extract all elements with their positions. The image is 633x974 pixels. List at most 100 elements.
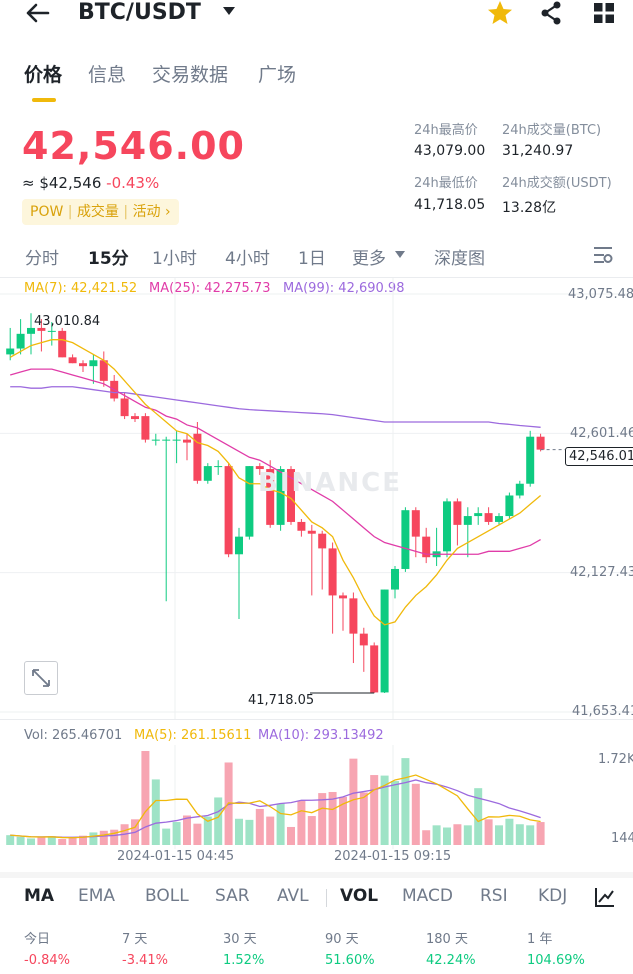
fullscreen-button[interactable] [24,661,58,695]
candle-body [172,439,181,441]
volume-bar [266,816,275,845]
chart-settings-icon[interactable] [592,245,614,265]
stat-low-label: 24h最低价 [414,176,478,191]
indicator-avl[interactable]: AVL [277,886,309,906]
volume-bar [235,818,243,845]
indicator-sar[interactable]: SAR [215,886,250,906]
vol-ma5-legend: MA(5): 261.15611 [134,728,252,743]
perf-180d: 180 天 42.24% [426,932,476,968]
interval-timeline[interactable]: 分时 [25,249,59,269]
approx-usd: ≈ $42,546 [22,174,102,192]
volume-bar [110,829,119,845]
volume-bar [453,824,462,845]
volume-bar [276,803,285,845]
volume-bar [318,793,327,845]
share-icon[interactable] [540,1,562,25]
indicator-rsi[interactable]: RSI [480,886,508,906]
arrow-left-icon[interactable] [24,2,50,24]
volume-bar [328,791,337,845]
ma25-legend: MA(25): 42,275.73 [149,281,271,296]
volume-bar [151,779,160,845]
main-tabs: 价格 信息 交易数据 广场 [0,60,633,110]
volume-bar [463,825,472,845]
star-icon[interactable] [487,0,513,26]
indicator-ema[interactable]: EMA [78,886,116,906]
performance-row: 今日 -0.84% 7 天 -3.41% 30 天 1.52% 90 天 51.… [0,928,633,974]
volume-chart[interactable] [0,745,633,849]
perf-7d: 7 天 -3.41% [122,932,168,968]
tag-volume: 成交量 [76,204,119,220]
candle-body [505,495,514,517]
candle-body [151,439,160,441]
candle-body [276,469,285,525]
volume-bar [515,824,524,845]
volume-axis-label: 144 [611,831,633,846]
indicator-kdj[interactable]: KDJ [538,886,568,906]
vol-ma10-legend: MA(10): 293.13492 [258,728,384,743]
candle-body [131,416,139,420]
volume-bar [99,830,108,845]
interval-more[interactable]: 更多 [352,249,386,269]
candle-body [27,327,35,334]
interval-depth[interactable]: 深度图 [434,249,485,269]
draw-tool-icon[interactable] [594,886,616,908]
candle-body [370,645,379,693]
interval-1d[interactable]: 1日 [298,249,326,269]
price-axis-label: 43,075.48 [568,287,633,302]
candle-body [536,436,545,450]
volume-bar [37,837,46,845]
candle-body [266,469,275,525]
price-axis-label: 41,653.41 [572,704,633,719]
volume-bar [89,832,98,845]
tab-active-indicator [32,98,56,102]
volume-ma10-line [10,779,541,838]
volume-bar [474,788,483,845]
tag-pow: POW [30,204,64,220]
volume-bar [422,830,431,845]
volume-bar [370,775,379,845]
interval-bar: 分时 15分 1小时 4小时 1日 更多 深度图 [0,244,633,270]
stat-volume-btc-value: 31,240.97 [502,143,574,159]
indicator-tabs: MA EMA BOLL SAR AVL VOL MACD RSI KDJ [0,886,633,916]
indicator-boll[interactable]: BOLL [145,886,189,906]
tag-pills[interactable]: POW | 成交量 | 活动 › [22,199,179,225]
price-axis-label: 42,601.46 [570,426,633,441]
volume-bar [193,823,202,845]
tab-price[interactable]: 价格 [24,64,63,86]
grid-icon[interactable] [593,2,615,24]
volume-bar [432,825,441,845]
interval-4h[interactable]: 4小时 [225,249,270,269]
volume-bar [359,792,368,845]
volume-bar [495,825,503,845]
indicator-ma[interactable]: MA [24,886,55,906]
stat-high-value: 43,079.00 [414,143,486,159]
interval-15m[interactable]: 15分 [88,249,129,269]
expand-icon [32,669,50,687]
stat-volume-btc-label: 24h成交量(BTC) [502,123,602,138]
high-annotation: 43,010.84 [34,314,101,329]
ma7-legend: MA(7): 42,421.52 [24,281,138,296]
section-divider [0,872,633,878]
candle-body [255,466,264,470]
pair-title[interactable]: BTC/USDT [78,0,201,25]
caret-down-icon[interactable] [222,6,236,16]
tab-trading-data[interactable]: 交易数据 [152,64,229,86]
candlestick-chart[interactable] [0,278,633,720]
perf-90d: 90 天 51.60% [325,932,375,968]
volume-bar [287,826,295,845]
candle-body [391,568,399,590]
candle-body [214,466,223,468]
volume-bar [536,822,545,845]
candle-body [515,483,524,496]
tab-square[interactable]: 广场 [258,64,297,86]
interval-1h[interactable]: 1小时 [152,249,197,269]
candle-body [380,589,389,693]
tag-activity: 活动 [132,204,161,220]
volume-bar [339,796,347,845]
indicator-macd[interactable]: MACD [402,886,453,906]
candle-body [287,469,295,522]
indicator-vol[interactable]: VOL [340,886,379,906]
tab-info[interactable]: 信息 [88,64,127,86]
candle-body [359,633,368,646]
candle-body [99,360,108,381]
